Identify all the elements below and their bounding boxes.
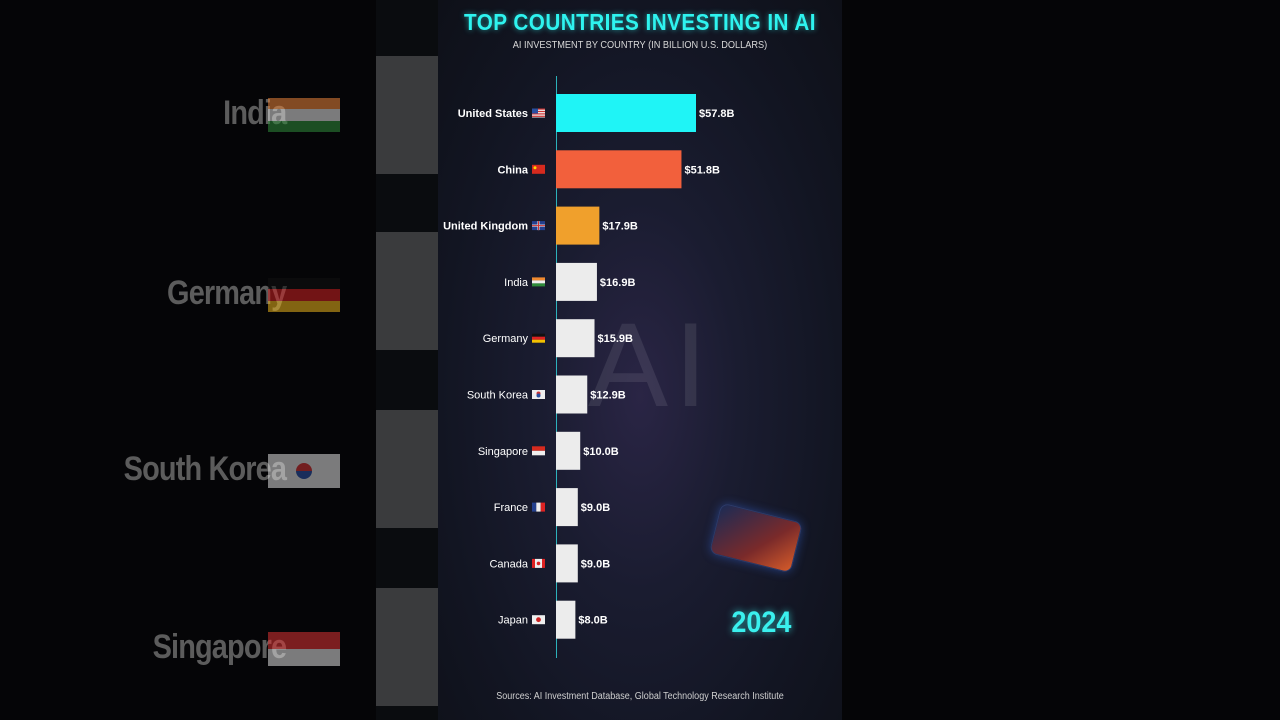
china-flag-icon <box>532 164 545 174</box>
category-label: South Korea <box>467 390 529 402</box>
bar <box>556 431 581 470</box>
bar-row: South Korea $12.9B <box>467 375 626 414</box>
bar-row: Singapore $10.0B <box>478 431 619 470</box>
value-label: $51.8B <box>684 164 720 176</box>
bar <box>556 262 597 301</box>
japan-flag-icon <box>532 615 545 625</box>
source-note: Sources: AI Investment Database, Global … <box>496 691 784 702</box>
india-flag-icon <box>268 98 340 132</box>
bar-row: Germany $15.9B <box>483 319 634 358</box>
bar-row: India $16.9B <box>504 262 636 301</box>
chart-subtitle: AI INVESTMENT BY COUNTRY (IN BILLION U.S… <box>512 40 768 51</box>
y-axis-line <box>556 76 557 658</box>
germany-flag-icon <box>268 278 340 312</box>
bar <box>556 375 588 414</box>
bar-row: China $51.8B <box>497 150 720 189</box>
bar <box>556 600 576 639</box>
bar <box>556 206 600 245</box>
value-label: $9.0B <box>581 558 610 570</box>
value-label: $12.9B <box>590 390 626 402</box>
bar-row: United States $57.8B <box>458 94 735 132</box>
germany-flag-icon <box>532 333 545 343</box>
value-label: $8.0B <box>578 615 607 627</box>
background-ai-text: AI <box>588 298 714 432</box>
side-label-singapore: Singapore <box>152 628 287 666</box>
france-flag-icon <box>532 502 545 512</box>
value-label: $10.0B <box>583 446 619 458</box>
bar-chart: United States $57.8B China $51.8B United Kin… <box>443 94 735 639</box>
chart-frame: AI TOP COUNTRIES INVESTING IN AI AI INVE… <box>438 0 842 720</box>
canada-flag-icon <box>532 558 545 568</box>
bar-row: Canada $9.0B <box>489 544 610 583</box>
value-label: $57.8B <box>699 108 735 120</box>
category-label: Canada <box>489 558 528 570</box>
blurred-bar-strip <box>376 0 438 720</box>
category-label: United States <box>458 108 528 120</box>
south-korea-flag-icon <box>268 454 340 488</box>
category-label: China <box>497 164 528 176</box>
side-label-germany: Germany <box>166 274 287 312</box>
singapore-flag-icon <box>532 446 545 456</box>
category-label: United Kingdom <box>443 221 528 233</box>
category-label: France <box>494 502 528 514</box>
bar-row: Japan $8.0B <box>498 600 608 639</box>
side-label-south-korea: South Korea <box>123 450 287 488</box>
bar <box>556 544 578 583</box>
bar-row: United Kingdom $17.9B <box>443 206 638 245</box>
value-label: $15.9B <box>598 333 634 345</box>
bar <box>556 94 696 132</box>
south-korea-flag-icon <box>532 390 545 399</box>
bar <box>556 319 595 358</box>
bar <box>556 488 578 527</box>
year-label: 2024 <box>731 606 792 639</box>
bar <box>556 150 682 189</box>
category-label: Germany <box>483 333 529 345</box>
category-label: Japan <box>498 615 528 627</box>
uk-flag-icon <box>532 221 545 231</box>
us-flag-icon <box>532 108 545 118</box>
singapore-flag-icon <box>268 632 340 666</box>
blurred-background-left: India Germany South Korea Singapore <box>0 0 438 720</box>
india-flag-icon <box>532 277 545 287</box>
value-label: $17.9B <box>602 221 638 233</box>
category-label: Singapore <box>478 446 528 458</box>
chart-title: TOP COUNTRIES INVESTING IN AI <box>464 9 816 35</box>
value-label: $16.9B <box>600 277 636 289</box>
bar-row: France $9.0B <box>494 488 610 527</box>
blurred-background-right <box>842 0 1280 720</box>
value-label: $9.0B <box>581 502 610 514</box>
category-label: India <box>504 277 529 289</box>
